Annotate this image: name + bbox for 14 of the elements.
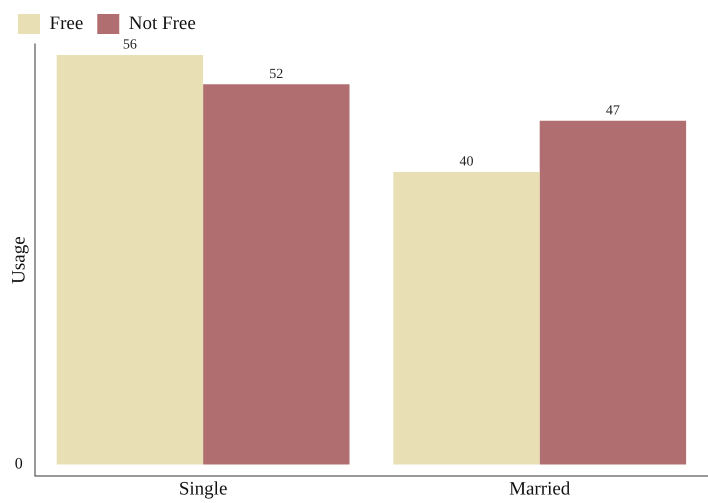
- bar: [393, 172, 540, 464]
- bar: [540, 120, 686, 464]
- legend-label: Not Free: [128, 12, 196, 34]
- x-tick-label: Single: [178, 478, 228, 500]
- data-label: 56: [122, 38, 137, 53]
- data-label: 52: [269, 66, 284, 82]
- y-axis-title: Usage: [8, 236, 30, 284]
- bar: [56, 54, 204, 464]
- legend-label: Free: [50, 12, 84, 34]
- bar: [203, 84, 350, 464]
- data-label: 47: [606, 103, 620, 118]
- x-tick-label: Married: [509, 478, 571, 500]
- data-label: 40: [459, 154, 474, 170]
- text: 0: [14, 456, 23, 473]
